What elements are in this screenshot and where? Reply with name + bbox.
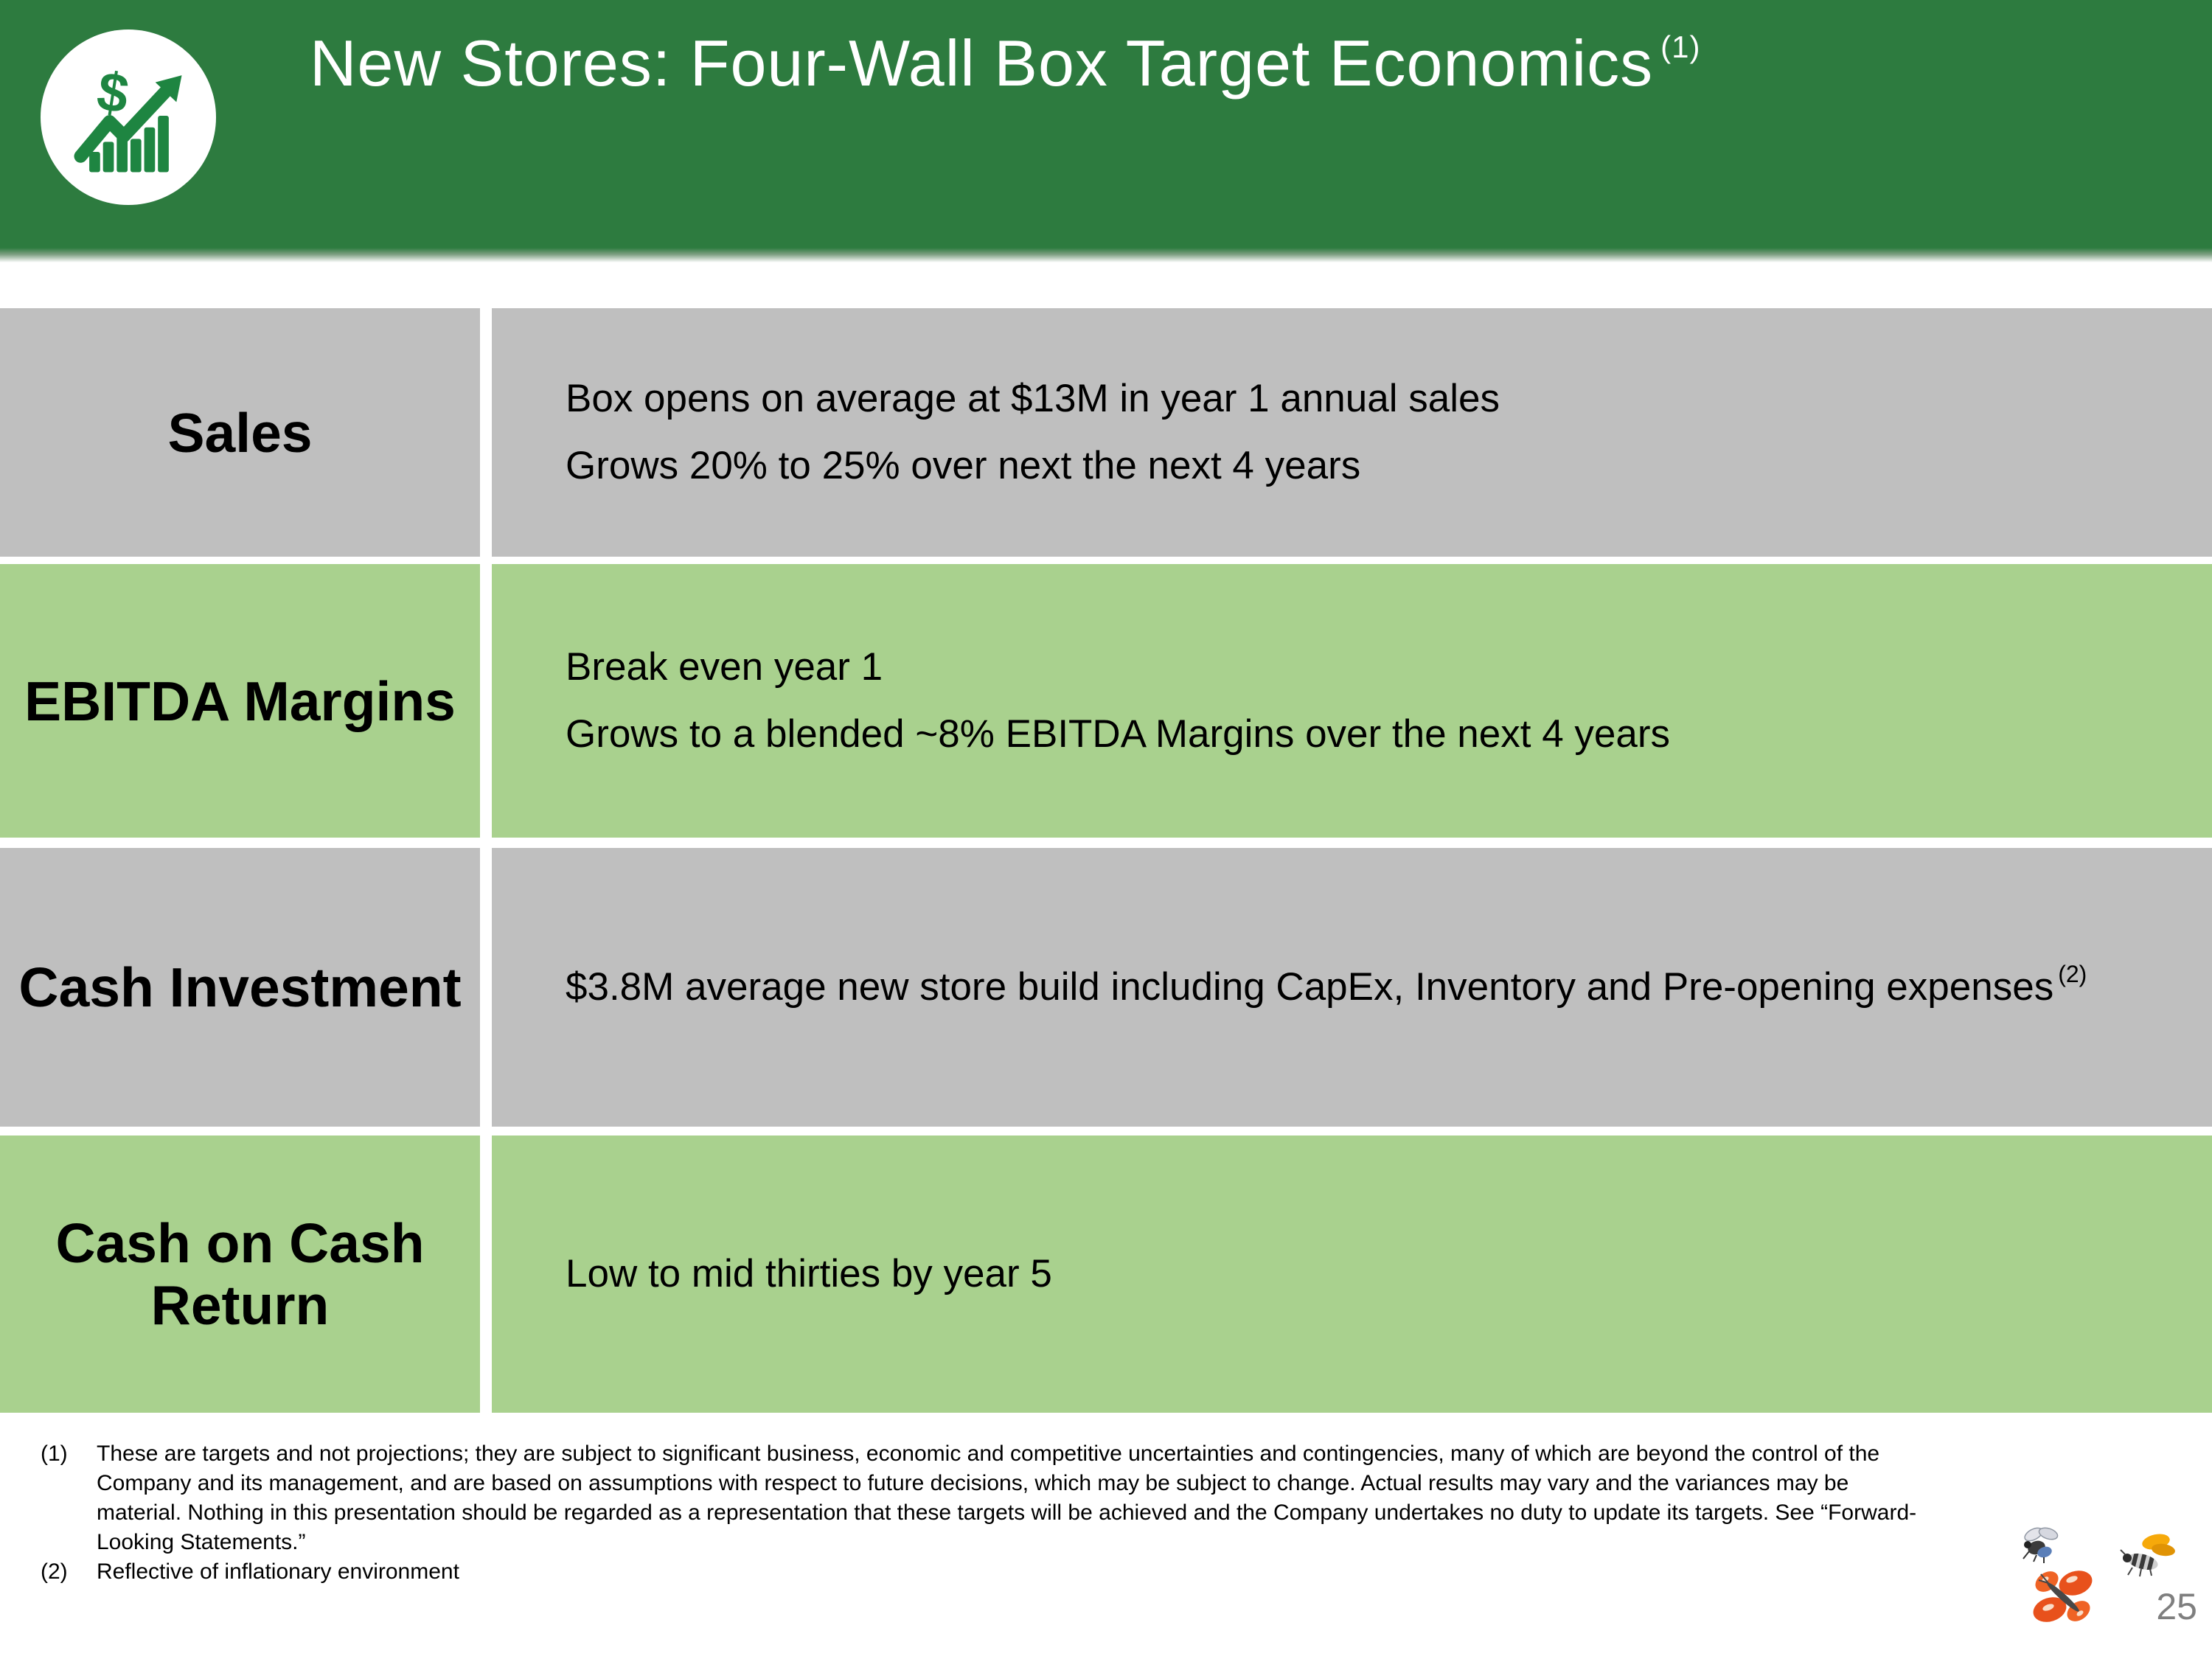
footnote-line: Looking Statements.” xyxy=(97,1530,306,1554)
content-paragraph: $3.8M average new store build including … xyxy=(566,954,2146,1020)
page-number: 25 xyxy=(2156,1586,2197,1627)
content-line: Low to mid thirties by year 5 xyxy=(566,1251,1052,1295)
money-growth-icon: $ xyxy=(41,29,216,205)
content-text: $3.8M average new store build including … xyxy=(566,964,2054,1009)
footnote-2-marker: (2) xyxy=(41,1559,68,1584)
header-bottom-fade xyxy=(0,248,2212,262)
row-cash-investment-label-cell: Cash Investment xyxy=(0,848,480,1127)
row-label: Cash Investment xyxy=(18,956,462,1018)
title-footnote-ref: (1) xyxy=(1660,29,1701,64)
row-sales-label-cell: Sales xyxy=(0,308,480,557)
footnote-1-text: These are targets and not projections; t… xyxy=(97,1439,2179,1557)
row-ebitda-content-cell: Break even year 1 Grows to a blended ~8%… xyxy=(492,564,2212,838)
fly-icon xyxy=(2023,1527,2059,1563)
footnote-2-text: Reflective of inflationary environment xyxy=(97,1559,459,1584)
row-ebitda-label-cell: EBITDA Margins xyxy=(0,564,480,838)
footnote-line: Company and its management, and are base… xyxy=(97,1471,1849,1495)
page-title: New Stores: Four-Wall Box Target Economi… xyxy=(310,29,1701,97)
row-cash-on-cash-label-cell: Cash on Cash Return xyxy=(0,1135,480,1413)
footnotes: (1) These are targets and not projection… xyxy=(41,1439,2179,1587)
footnote-ref-2: (2) xyxy=(2058,960,2087,987)
row-label: Sales xyxy=(167,401,313,464)
content-line: Grows to a blended ~8% EBITDA Margins ov… xyxy=(566,712,1671,756)
content-line: Box opens on average at $13M in year 1 a… xyxy=(566,377,1500,421)
footnote-1-marker: (1) xyxy=(41,1441,68,1466)
footnote-line: material. Nothing in this presentation s… xyxy=(97,1500,1917,1525)
row-label: EBITDA Margins xyxy=(24,669,456,732)
footnote-line: These are targets and not projections; t… xyxy=(97,1441,1880,1466)
content-line: Grows 20% to 25% over next the next 4 ye… xyxy=(566,443,1361,487)
row-cash-investment-content-cell: $3.8M average new store build including … xyxy=(492,848,2212,1127)
footnote-1: (1) These are targets and not projection… xyxy=(41,1439,2179,1557)
hornet-icon xyxy=(2120,1534,2175,1577)
svg-text:$: $ xyxy=(93,60,133,125)
row-sales-content-cell: Box opens on average at $13M in year 1 a… xyxy=(492,308,2212,557)
row-cash-on-cash-content-cell: Low to mid thirties by year 5 xyxy=(492,1135,2212,1413)
page-title-text: New Stores: Four-Wall Box Target Economi… xyxy=(310,26,1654,100)
footnote-2: (2) Reflective of inflationary environme… xyxy=(41,1557,2179,1587)
content-line: Break even year 1 xyxy=(566,645,883,689)
money-growth-icon-svg: $ xyxy=(74,60,182,173)
header-banner xyxy=(0,0,2212,248)
row-label: Cash on Cash Return xyxy=(55,1212,425,1336)
butterfly-icon xyxy=(2033,1571,2093,1622)
